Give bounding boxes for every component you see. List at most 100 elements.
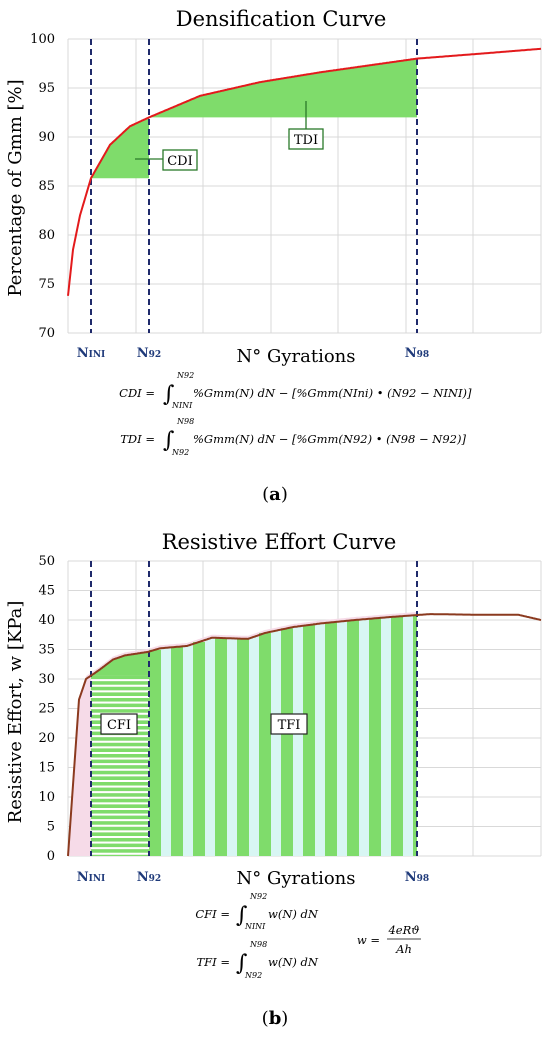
y-tick-label: 30 <box>38 672 55 687</box>
tfi-gap <box>381 617 391 856</box>
cfi-gap <box>91 679 149 682</box>
equation-w-numerator: 4eRϑ <box>387 923 419 937</box>
cfi-stripe <box>91 748 149 752</box>
cfi-stripe <box>91 832 149 836</box>
cfi-stripe <box>91 754 149 758</box>
tfi-gap <box>249 636 259 856</box>
y-tick-label: 0 <box>47 849 55 864</box>
cfi-gap <box>91 824 149 827</box>
tfi-gap <box>205 638 215 856</box>
y-tick-label: 45 <box>38 584 55 599</box>
y-tick-label: 100 <box>30 32 55 47</box>
equation-cdi-body: %Gmm(N) dN − [%Gmm(NIni) • (N92 − NINI)] <box>193 386 472 400</box>
chart-a-series-line <box>67 47 542 296</box>
tfi-stripe <box>215 638 227 856</box>
tfi-gap <box>271 630 281 856</box>
chart-b-xlabel: N° Gyrations <box>236 868 355 889</box>
tfi-stripe <box>149 649 161 856</box>
tdi-region <box>149 58 417 118</box>
y-tick-label: 20 <box>38 731 55 746</box>
cfi-stripe <box>91 703 149 708</box>
equation-cdi-lower: NINI <box>171 401 193 410</box>
equation-cdi-lhs: CDI = <box>119 386 155 400</box>
chart-a-ylabel: Percentage of Gmm [%] <box>5 79 26 296</box>
tfi-gap <box>337 621 347 856</box>
chart-b-title: Resistive Effort Curve <box>162 530 397 554</box>
equation-tfi-lower: N92 <box>244 971 262 980</box>
cfi-stripe <box>91 787 149 792</box>
cfi-gap <box>91 791 149 794</box>
tfi-stripe <box>325 622 337 856</box>
cfi-stripe <box>91 692 149 696</box>
chart-a-xlabel: N° Gyrations <box>236 346 355 367</box>
tdi-label: TDI <box>294 133 318 148</box>
cfi-gap <box>91 774 149 777</box>
y-tick-label: 10 <box>38 790 55 805</box>
chart-a-title: Densification Curve <box>176 7 387 31</box>
tfi-gap <box>183 645 193 856</box>
cfi-stripe <box>91 742 149 747</box>
cfi-stripe <box>91 815 149 820</box>
y-tick-label: 35 <box>38 643 55 658</box>
cfi-stripe <box>91 810 149 814</box>
equation-cfi: CFI = ∫ N92 NINI w(N) dN <box>195 892 319 931</box>
y-tick-label: 15 <box>38 761 55 776</box>
cfi-stripe <box>91 793 149 797</box>
panel-a-label: (a) <box>262 484 288 505</box>
tfi-stripe <box>193 642 205 856</box>
tfi-gap <box>359 619 369 856</box>
tfi-label: TFI <box>278 718 301 733</box>
cfi-gap <box>91 696 149 698</box>
cdi-label: CDI <box>167 154 193 169</box>
cfi-gap <box>91 684 149 687</box>
equation-cfi-lhs: CFI = <box>195 907 230 921</box>
tfi-stripe <box>259 633 271 856</box>
y-tick-label: 40 <box>38 613 55 628</box>
equation-w: w = 4eRϑ Ah <box>357 923 421 956</box>
equation-cfi-upper: N92 <box>249 892 267 901</box>
cfi-stripe <box>91 782 149 786</box>
cfi-gap <box>91 740 149 743</box>
tfi-stripe <box>391 616 403 856</box>
tfi-stripe <box>413 615 417 856</box>
marker-label: N98 <box>405 346 429 361</box>
marker-label: N92 <box>137 346 161 361</box>
cfi-gap <box>91 830 149 833</box>
cfi-stripe <box>91 770 149 775</box>
tfi-gap <box>403 615 413 856</box>
cfi-gap <box>91 796 149 799</box>
chart-a-y-ticks: 70 75 80 85 90 95 100 <box>30 32 55 341</box>
tfi-stripe <box>281 628 293 856</box>
tdi-label-box <box>288 128 324 150</box>
y-tick-label: 85 <box>38 179 55 194</box>
cfi-stripe <box>91 737 149 741</box>
cfi-gap <box>91 707 149 710</box>
chart-b-series-line <box>67 613 542 857</box>
equation-tdi-upper: N98 <box>176 417 194 426</box>
cfi-gap <box>91 768 149 771</box>
cfi-stripe <box>91 849 149 853</box>
tfi-stripe <box>347 620 359 856</box>
y-tick-label: 50 <box>38 554 55 569</box>
cfi-stripe <box>91 759 149 764</box>
y-tick-label: 80 <box>38 228 55 243</box>
cfi-stripe <box>91 843 149 848</box>
y-tick-label: 25 <box>38 702 55 717</box>
cfi-stripe <box>91 838 149 842</box>
equation-cdi: CDI = ∫ N92 NINI %Gmm(N) dN − [%Gmm(NIni… <box>119 371 472 410</box>
equation-cfi-body: w(N) dN <box>268 907 319 921</box>
integral-sign: ∫ <box>236 903 248 928</box>
y-tick-label: 90 <box>38 130 55 145</box>
tfi-gap <box>227 638 237 856</box>
y-tick-label: 70 <box>38 326 55 341</box>
cfi-stripe <box>91 776 149 780</box>
cfi-gap <box>91 813 149 816</box>
y-tick-label: 75 <box>38 277 55 292</box>
chart-a-regions <box>91 58 417 179</box>
equation-tfi-upper: N98 <box>249 940 267 949</box>
equation-tfi-body: w(N) dN <box>268 955 319 969</box>
equation-tdi: TDI = ∫ N98 N92 %Gmm(N) dN − [%Gmm(N92) … <box>120 417 466 457</box>
cdi-label-box <box>162 149 198 171</box>
integral-sign: ∫ <box>163 382 175 407</box>
